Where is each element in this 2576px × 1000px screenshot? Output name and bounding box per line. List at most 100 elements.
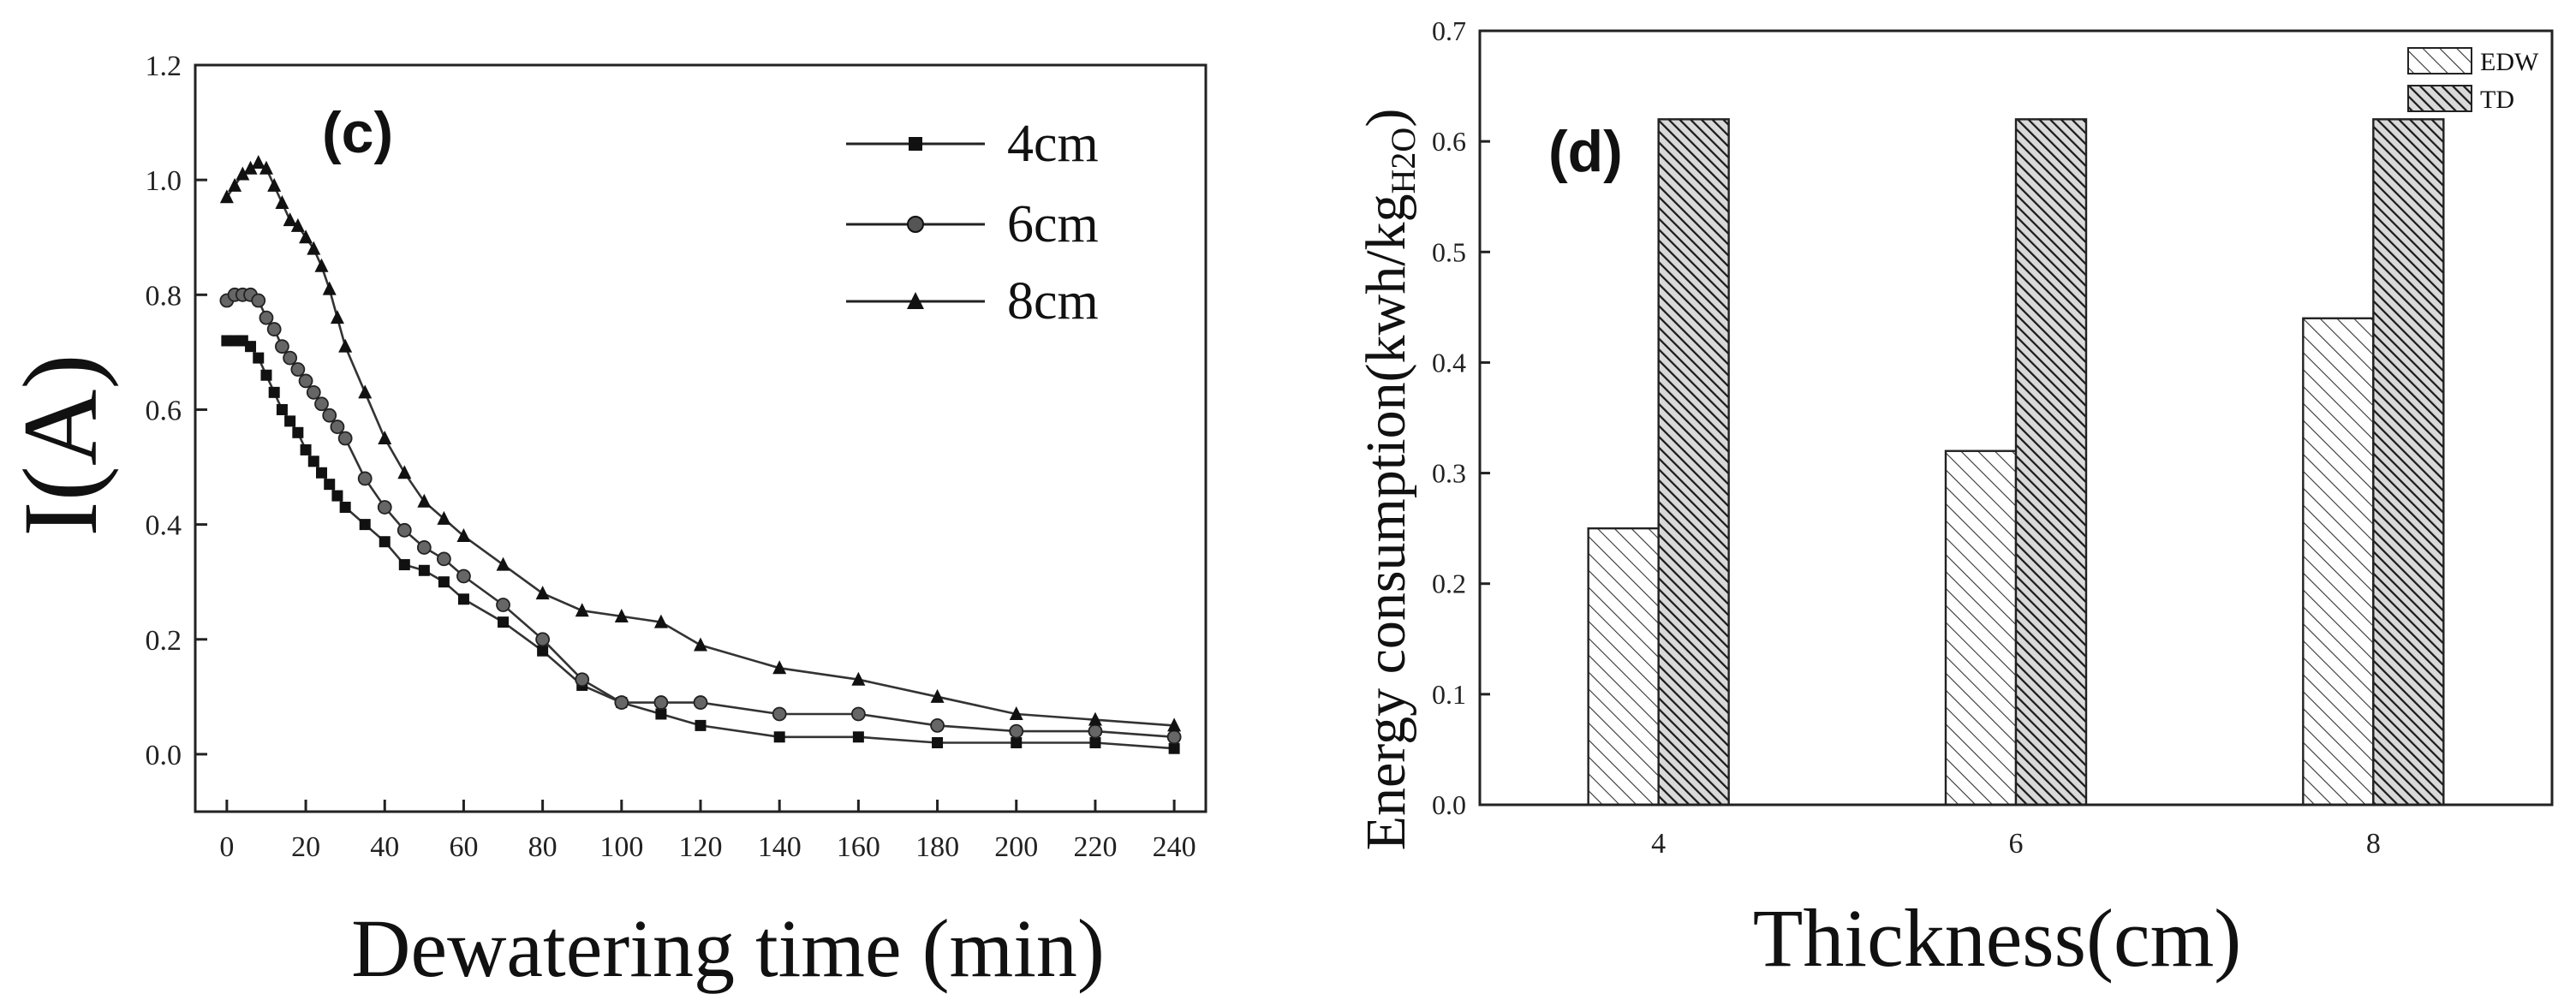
data-point xyxy=(456,568,471,584)
data-point xyxy=(299,229,313,244)
x-tick-label: 80 xyxy=(528,831,558,863)
x-tick-label: 60 xyxy=(449,831,478,863)
y-axis-label-close: ) xyxy=(1355,109,1417,128)
data-point xyxy=(337,431,353,446)
data-point xyxy=(496,598,510,612)
y-tick-label: 0.2 xyxy=(1432,568,1466,599)
x-tick-label: 6 xyxy=(2009,828,2024,860)
x-axis-label: Dewatering time (min) xyxy=(351,902,1105,994)
x-tick-label: 180 xyxy=(915,831,959,863)
data-point xyxy=(236,166,250,181)
data-point xyxy=(614,695,629,710)
y-tick-label: 1.2 xyxy=(146,51,182,82)
x-tick-label: 160 xyxy=(837,831,880,863)
data-point xyxy=(330,310,344,324)
plot-area: 0.0 0.1 0.2 0.3 0.4 0.5 0.6 0.7 4 6 8 xyxy=(1432,15,2554,860)
y-tick-label: 0.4 xyxy=(1432,347,1466,378)
series-line xyxy=(225,161,1175,727)
data-point xyxy=(1167,717,1182,732)
data-point xyxy=(219,189,234,204)
data-point xyxy=(653,614,668,628)
series-8cm xyxy=(219,155,1182,732)
data-point xyxy=(306,384,321,400)
data-point xyxy=(773,731,785,743)
y-tick-label: 0.3 xyxy=(1432,458,1466,489)
data-point xyxy=(283,212,297,227)
y-tick-label: 1.0 xyxy=(146,165,182,197)
x-tick-label: 0 xyxy=(219,831,234,863)
data-point xyxy=(339,501,351,513)
data-point xyxy=(268,386,280,398)
data-point xyxy=(290,217,305,232)
data-point xyxy=(377,500,392,515)
y-axis-label-main: Energy consumption(kwh/kg xyxy=(1355,193,1417,850)
data-point xyxy=(316,467,327,479)
data-point xyxy=(437,510,451,525)
data-point xyxy=(398,559,410,571)
data-point xyxy=(653,695,669,710)
data-point xyxy=(251,293,266,308)
data-point xyxy=(417,493,432,508)
data-point xyxy=(457,593,469,605)
data-point xyxy=(284,415,296,427)
data-point xyxy=(575,603,589,617)
legend: EDW TD xyxy=(2407,47,2539,114)
data-point xyxy=(851,671,866,686)
data-point xyxy=(359,519,371,531)
bar-edw-6 xyxy=(1944,449,2018,807)
y-tick-label: 0.6 xyxy=(1432,126,1466,157)
data-point xyxy=(245,341,257,353)
data-point xyxy=(852,731,864,743)
bar-td-8 xyxy=(2372,118,2445,807)
legend-label-6cm: 6cm xyxy=(1007,195,1099,253)
legend-marker-triangle xyxy=(907,292,924,309)
data-point xyxy=(253,352,265,364)
legend-marker-circle xyxy=(907,216,924,233)
data-point xyxy=(300,443,312,455)
data-point xyxy=(322,281,337,295)
data-point xyxy=(498,616,510,628)
data-point xyxy=(418,564,430,576)
data-point xyxy=(275,339,289,354)
series-6cm xyxy=(219,287,1182,745)
y-axis-label: I(A) xyxy=(2,354,119,536)
data-point xyxy=(436,551,451,567)
data-point xyxy=(292,426,304,438)
data-point xyxy=(298,373,313,389)
legend-swatch-td xyxy=(2407,85,2472,112)
data-point xyxy=(330,420,345,434)
x-tick-label: 20 xyxy=(291,831,320,863)
data-point xyxy=(1088,723,1103,739)
y-axis-label-subscript: H2O xyxy=(1384,128,1422,194)
data-point xyxy=(314,396,329,412)
series-line xyxy=(226,339,1175,750)
x-tick-label: 100 xyxy=(599,831,643,863)
data-point xyxy=(850,706,866,722)
data-point xyxy=(772,706,787,722)
data-point xyxy=(695,719,707,731)
data-point xyxy=(1009,705,1023,720)
legend-swatch-edw xyxy=(2407,47,2472,74)
data-point xyxy=(251,155,265,170)
data-point xyxy=(276,403,288,415)
data-point xyxy=(338,338,353,353)
data-point xyxy=(275,194,289,209)
y-tick-label: 0.5 xyxy=(1432,236,1466,267)
data-point xyxy=(932,737,944,749)
y-tick-label: 0.8 xyxy=(146,280,182,312)
data-point xyxy=(1168,742,1180,754)
data-point xyxy=(772,660,787,675)
axes-frame xyxy=(1478,29,2554,807)
x-tick-label: 8 xyxy=(2366,828,2381,860)
data-point xyxy=(694,637,707,652)
data-point xyxy=(575,672,590,688)
line-chart-panel-c: 0.0 0.2 0.4 0.6 0.8 1.0 1.2 0 20 40 60 80 100 120 140 1… xyxy=(2,51,1208,994)
legend-marker-square xyxy=(909,137,922,151)
bar-chart-panel-d: 0.0 0.1 0.2 0.3 0.4 0.5 0.6 0.7 4 6 8 (d) Energy c… xyxy=(1355,15,2554,984)
data-point xyxy=(416,540,432,555)
x-tick-label: 120 xyxy=(679,831,723,863)
legend-label-4cm: 4cm xyxy=(1007,115,1099,173)
data-point xyxy=(331,490,343,502)
data-point xyxy=(314,258,329,272)
data-point xyxy=(259,160,273,175)
